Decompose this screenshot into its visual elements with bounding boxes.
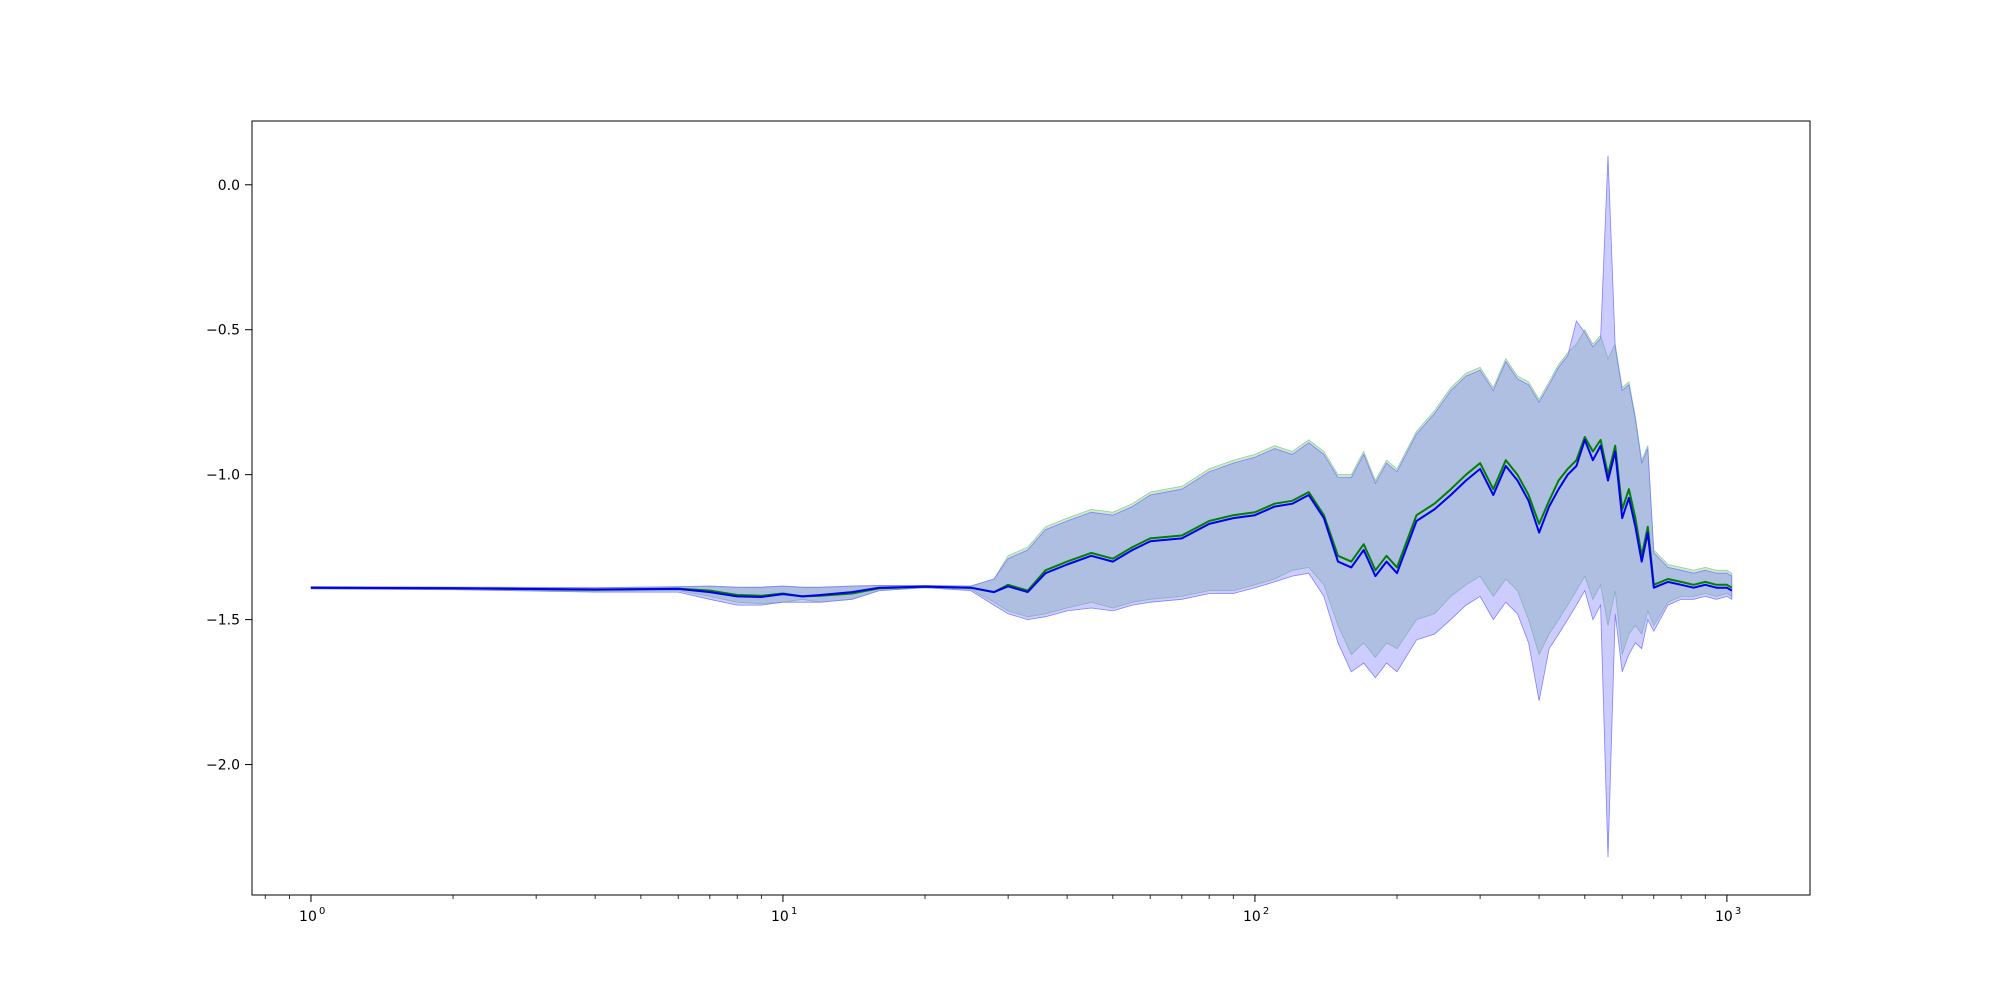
- x-tick-label: 10: [299, 909, 317, 925]
- series-lines: [310, 436, 1733, 598]
- y-tick-label: 0.0: [218, 178, 240, 194]
- plot-background: [252, 121, 1810, 895]
- x-tick-label: 10: [1715, 909, 1733, 925]
- x-tick-exponent: 1: [791, 906, 797, 917]
- x-axis: 10 0 10 1 10 2 10 3: [264, 895, 1741, 925]
- line-series-2: [310, 438, 1733, 598]
- y-tick-label: −2.0: [206, 758, 240, 774]
- band-series-2: [310, 155, 1733, 858]
- x-tick-label: 10: [771, 909, 789, 925]
- y-tick-label: −1.0: [206, 468, 240, 484]
- x-tick-exponent: 0: [319, 906, 325, 917]
- y-axis: 0.0 −0.5 −1.0 −1.5 −2.0: [206, 178, 252, 774]
- x-tick-exponent: 3: [1735, 906, 1741, 917]
- x-tick-label: 10: [1243, 909, 1261, 925]
- x-tick-exponent: 2: [1263, 906, 1269, 917]
- plot-frame: [251, 120, 1811, 896]
- y-tick-label: −1.5: [206, 613, 240, 629]
- y-tick-label: −0.5: [206, 323, 240, 339]
